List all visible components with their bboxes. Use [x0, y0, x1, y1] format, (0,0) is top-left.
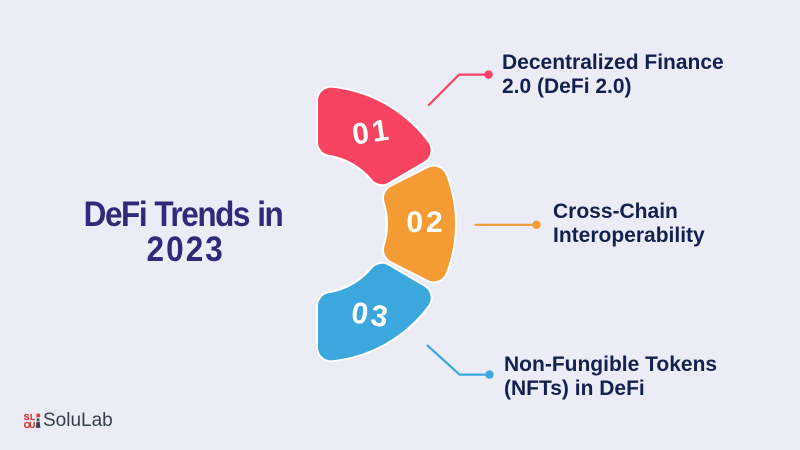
- svg-text:OU: OU: [24, 420, 36, 430]
- svg-text:SL: SL: [24, 412, 36, 422]
